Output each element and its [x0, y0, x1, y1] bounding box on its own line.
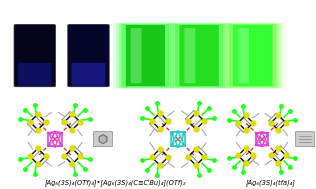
FancyBboxPatch shape [224, 23, 282, 88]
FancyBboxPatch shape [221, 22, 285, 89]
FancyBboxPatch shape [233, 25, 273, 87]
FancyBboxPatch shape [121, 24, 169, 87]
Text: 70%: 70% [137, 88, 154, 98]
FancyBboxPatch shape [119, 23, 171, 88]
Text: 80%: 80% [191, 88, 208, 98]
FancyBboxPatch shape [72, 63, 106, 86]
FancyBboxPatch shape [116, 23, 174, 88]
Text: Aggregation-state-dependent optical properties: Aggregation-state-dependent optical prop… [29, 4, 287, 13]
FancyBboxPatch shape [68, 24, 109, 87]
FancyBboxPatch shape [227, 23, 279, 88]
FancyBboxPatch shape [94, 132, 112, 147]
FancyBboxPatch shape [125, 25, 166, 87]
FancyBboxPatch shape [295, 132, 314, 147]
Text: [Ag₆(3S)₄(OTf)₄]•[Ag₆(3S)₄(C≡CᴵBu)₄](OTf)₂: [Ag₆(3S)₄(OTf)₄]•[Ag₆(3S)₄(C≡CᴵBu)₄](OTf… [44, 178, 186, 186]
FancyBboxPatch shape [238, 28, 249, 83]
FancyBboxPatch shape [131, 28, 142, 83]
FancyBboxPatch shape [175, 24, 223, 87]
FancyBboxPatch shape [170, 23, 228, 88]
FancyBboxPatch shape [113, 22, 178, 89]
FancyBboxPatch shape [179, 25, 219, 87]
FancyBboxPatch shape [173, 23, 225, 88]
Text: 90%: 90% [244, 88, 261, 98]
FancyBboxPatch shape [14, 24, 56, 87]
FancyBboxPatch shape [167, 22, 231, 89]
FancyBboxPatch shape [229, 24, 277, 87]
Text: 50%: 50% [26, 88, 43, 98]
Text: 60%: 60% [80, 88, 97, 98]
FancyBboxPatch shape [184, 28, 195, 83]
Text: [Ag₆(3S)₄(tfa)₄]: [Ag₆(3S)₄(tfa)₄] [246, 179, 296, 186]
FancyBboxPatch shape [18, 63, 52, 86]
Polygon shape [99, 135, 107, 144]
